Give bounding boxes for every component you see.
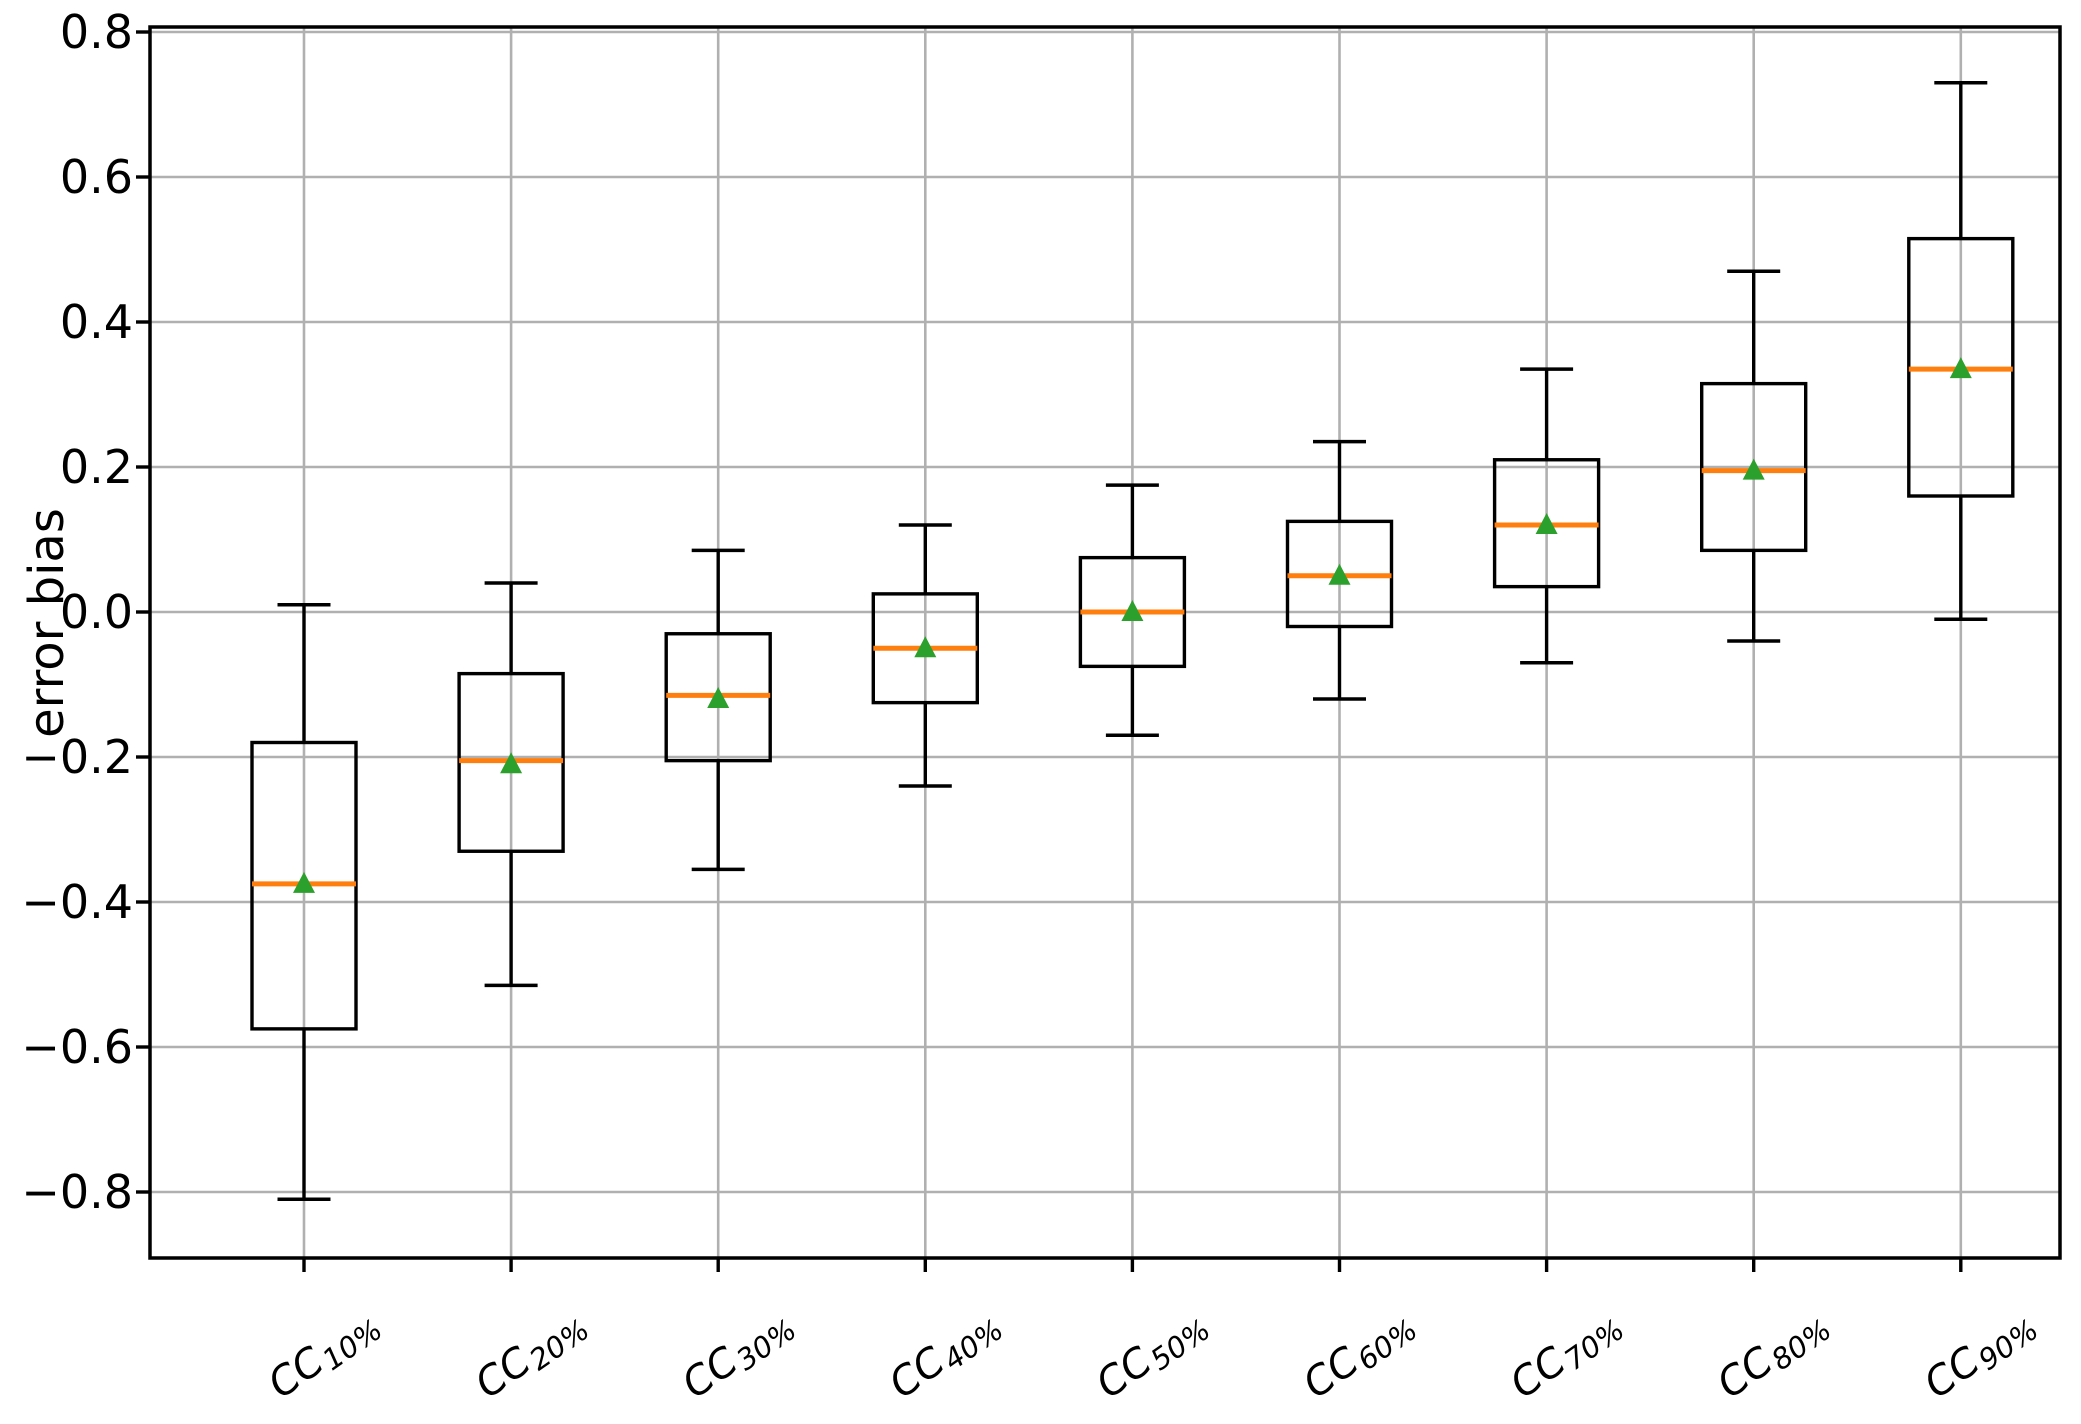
box-rect xyxy=(1699,381,1808,553)
mean-triangle-marker xyxy=(1535,513,1558,534)
mean-triangle-marker xyxy=(293,871,315,893)
y-tick-label: −0.8 xyxy=(21,1165,133,1219)
y-tick-label: 0.6 xyxy=(59,150,133,204)
y-tick-label: 0.2 xyxy=(59,440,133,494)
mean-triangle-marker xyxy=(707,687,730,708)
mean-triangle-marker xyxy=(1742,458,1765,480)
y-tick-label: 0.8 xyxy=(59,5,133,59)
mean-triangle-marker xyxy=(1328,563,1351,585)
mean-triangle-marker xyxy=(1949,357,1972,379)
y-tick-label: 0.0 xyxy=(59,585,133,639)
y-tick-label: −0.2 xyxy=(21,730,133,784)
mean-triangle-marker xyxy=(500,752,523,774)
mean-triangle-marker xyxy=(914,636,937,658)
plot-frame xyxy=(148,25,2062,1260)
mean-triangle-marker xyxy=(1121,600,1144,621)
y-tick-label: −0.6 xyxy=(21,1020,133,1074)
y-tick-label: 0.4 xyxy=(59,295,133,349)
y-tick-label: −0.4 xyxy=(21,875,133,929)
